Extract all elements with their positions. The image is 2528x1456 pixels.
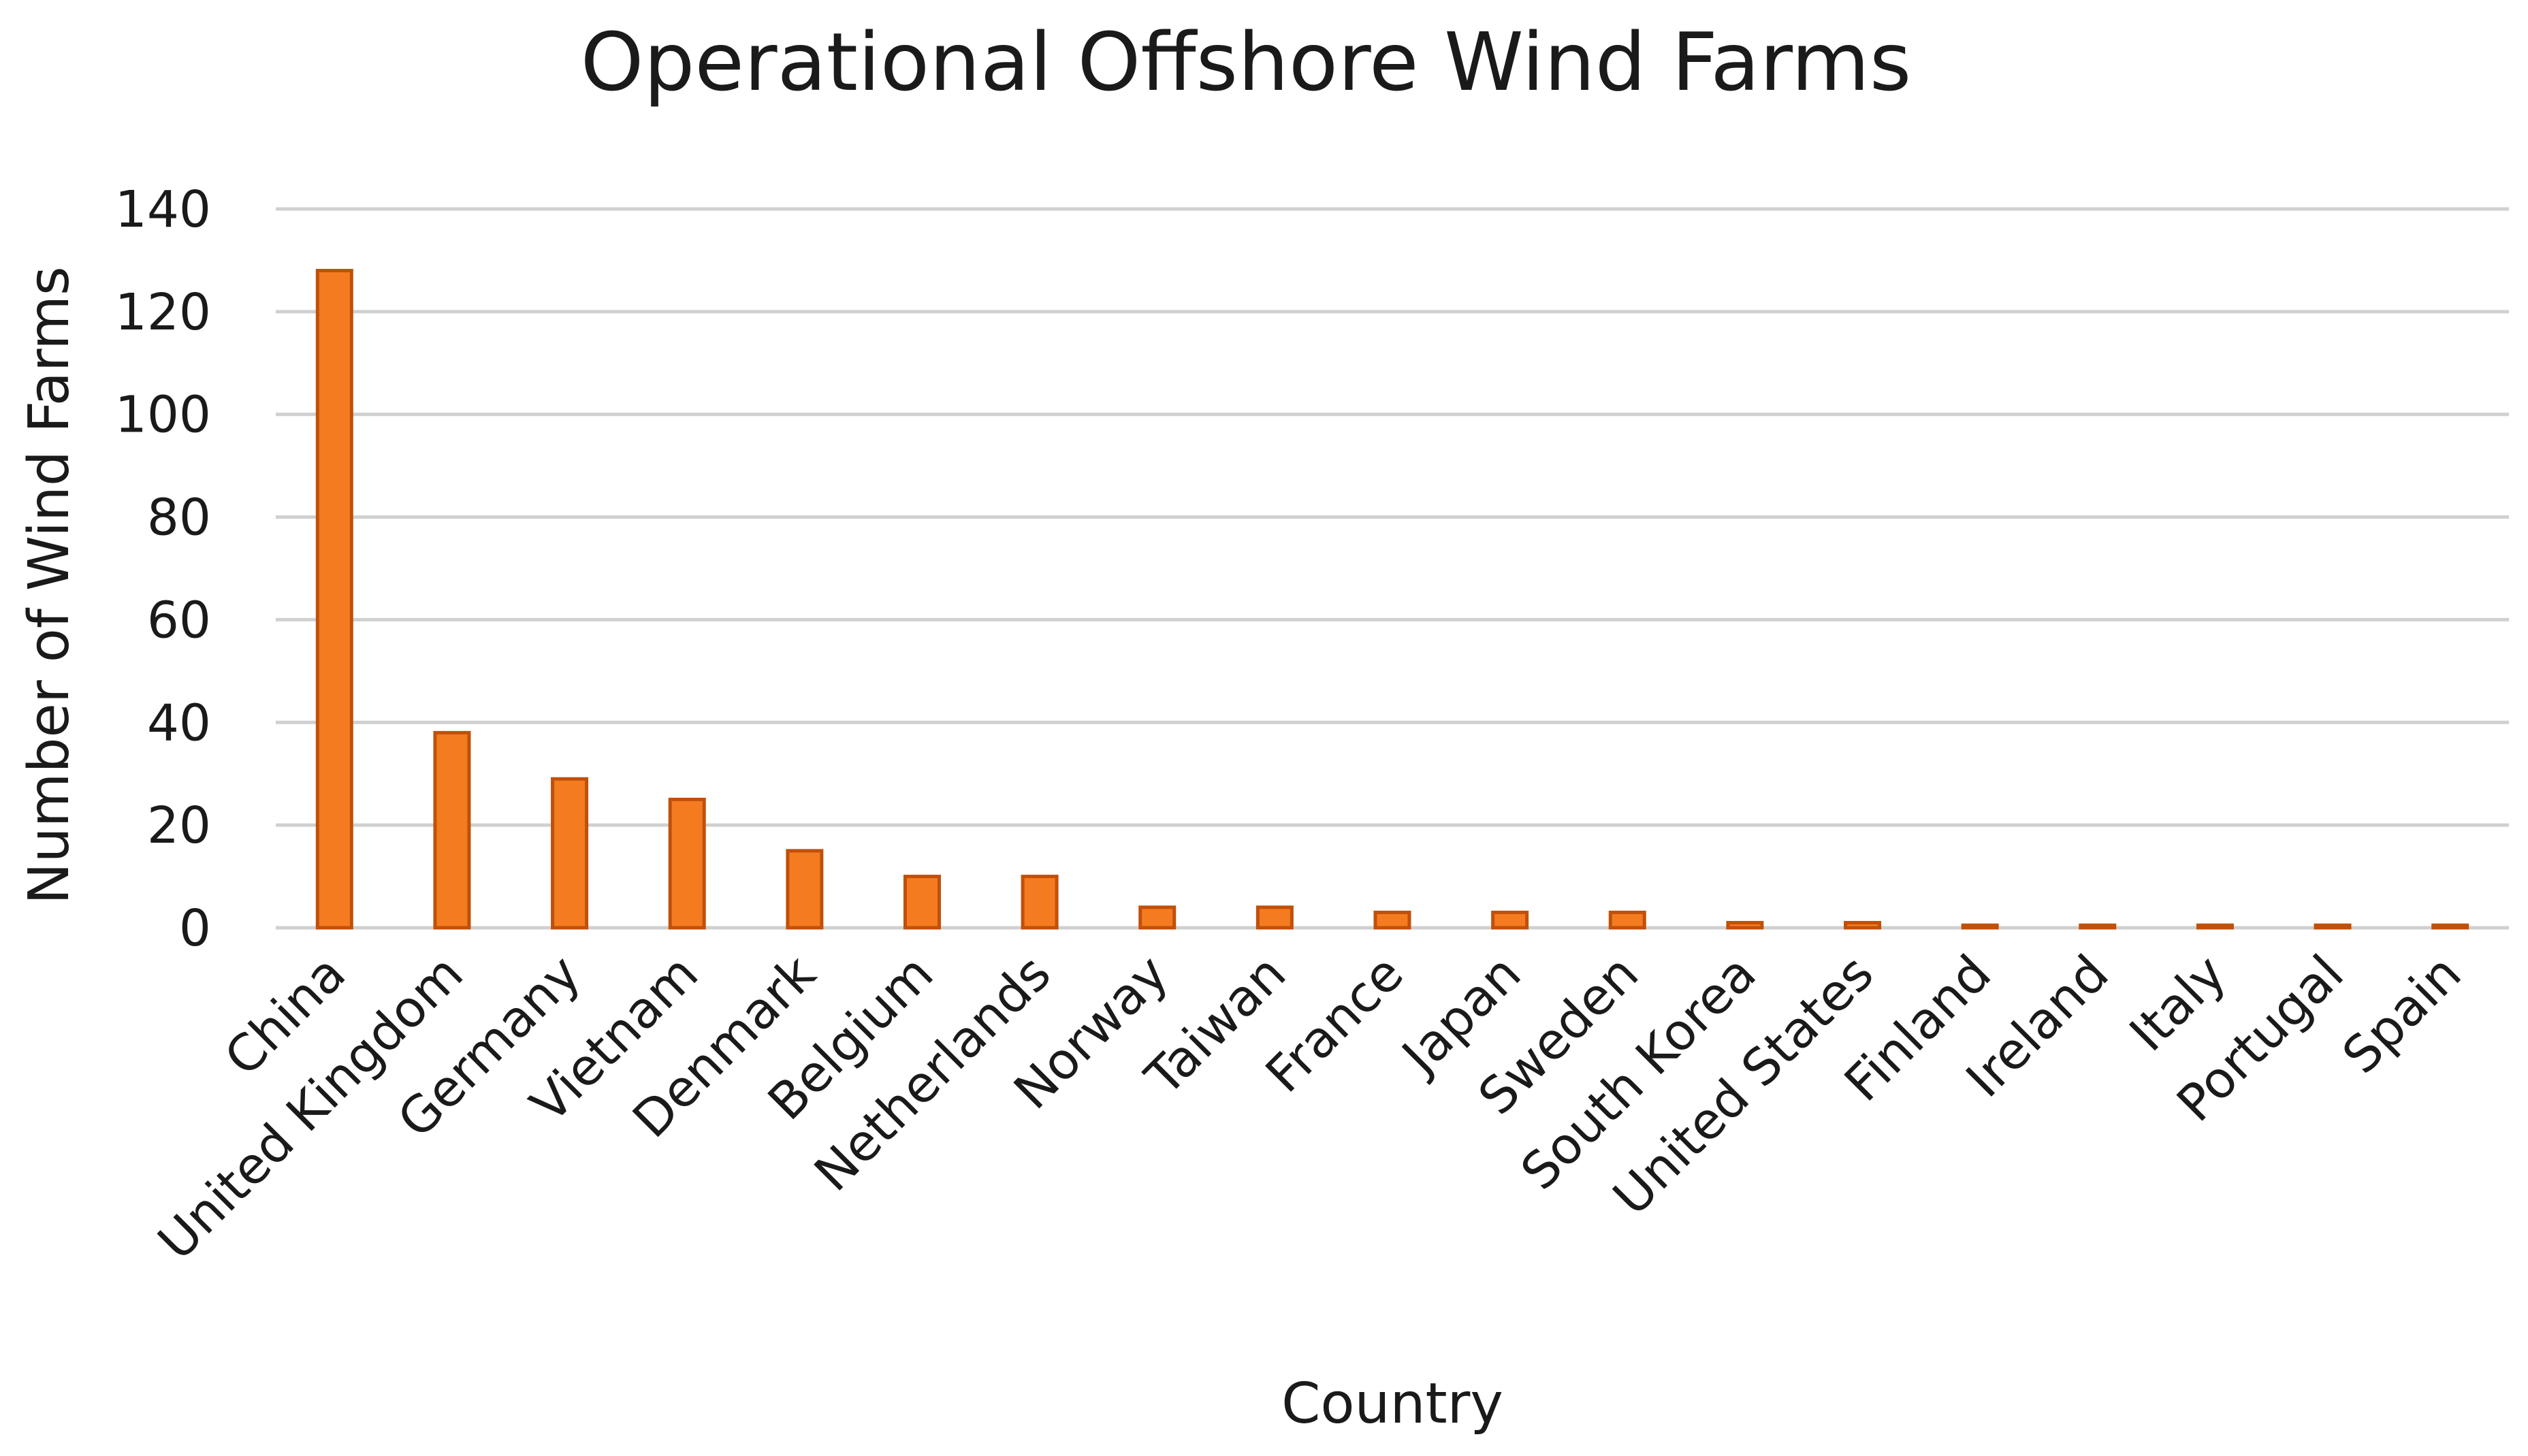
bar-japan: [1491, 910, 1529, 930]
x-tick-label: Spain: [2331, 944, 2472, 1085]
bar-ireland: [2079, 923, 2117, 930]
y-tick-label: 60: [147, 591, 211, 649]
bar-taiwan: [1255, 905, 1294, 930]
bar-netherlands: [1021, 875, 1059, 930]
y-tick-label: 80: [147, 489, 211, 547]
y-tick-label: 120: [115, 283, 211, 342]
bars: [315, 269, 2469, 930]
bar-germany: [551, 777, 589, 930]
bar-norway: [1138, 905, 1177, 930]
bar-china: [315, 269, 353, 930]
chart-title: Operational Offshore Wind Farms: [581, 15, 1912, 109]
y-tick-label: 100: [115, 386, 211, 444]
gridlines: [276, 207, 2509, 930]
y-tick-label: 0: [179, 899, 211, 958]
bar-united-states: [1844, 920, 1882, 930]
bar-france: [1373, 910, 1411, 930]
bar-vietnam: [668, 797, 706, 930]
bar-italy: [2196, 923, 2234, 930]
bar-spain: [2431, 923, 2469, 930]
y-tick-label: 20: [147, 796, 211, 855]
bar-sweden: [1608, 910, 1646, 930]
bar-south-korea: [1726, 920, 1764, 930]
bar-belgium: [903, 875, 941, 930]
x-axis-label: Country: [1281, 1372, 1503, 1436]
y-tick-label: 140: [115, 180, 211, 239]
y-tick-labels: 0 20 40 60 80 100 120 140: [115, 180, 211, 958]
y-tick-label: 40: [147, 694, 211, 752]
bar-united-kingdom: [433, 730, 471, 930]
bar-finland: [1961, 923, 1999, 930]
bar-denmark: [786, 849, 824, 930]
bar-portugal: [2314, 923, 2352, 930]
y-axis-label: Number of Wind Farms: [17, 266, 82, 904]
